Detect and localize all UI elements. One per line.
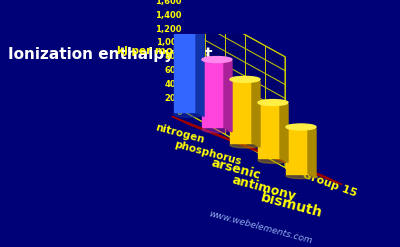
Polygon shape <box>230 77 252 143</box>
Text: 1,600: 1,600 <box>156 0 182 6</box>
Polygon shape <box>202 57 224 127</box>
Text: 1,400: 1,400 <box>156 11 182 20</box>
Polygon shape <box>172 116 342 185</box>
Polygon shape <box>308 125 316 178</box>
Ellipse shape <box>258 100 288 105</box>
Polygon shape <box>252 77 260 147</box>
Text: 800: 800 <box>165 52 182 61</box>
Ellipse shape <box>286 173 316 179</box>
Ellipse shape <box>286 124 316 130</box>
Text: 1,000: 1,000 <box>156 39 182 47</box>
Text: 600: 600 <box>165 66 182 75</box>
Ellipse shape <box>174 14 204 20</box>
Ellipse shape <box>258 157 288 163</box>
Ellipse shape <box>230 76 260 82</box>
Text: Ionization enthalpy: 1st: Ionization enthalpy: 1st <box>8 46 212 62</box>
Polygon shape <box>280 101 288 163</box>
Polygon shape <box>196 15 204 116</box>
Polygon shape <box>224 57 232 132</box>
Text: nitrogen: nitrogen <box>154 122 206 145</box>
Text: www.webelements.com: www.webelements.com <box>207 209 313 245</box>
Ellipse shape <box>230 142 260 148</box>
Polygon shape <box>174 15 196 112</box>
Polygon shape <box>258 101 280 158</box>
Polygon shape <box>185 1 285 167</box>
Text: 200: 200 <box>165 94 182 103</box>
Ellipse shape <box>202 127 232 133</box>
Text: 1,200: 1,200 <box>156 24 182 34</box>
Text: bismuth: bismuth <box>260 190 324 221</box>
Text: phosphorus: phosphorus <box>173 139 243 167</box>
Text: kJ per mol: kJ per mol <box>117 46 177 56</box>
Polygon shape <box>286 125 308 173</box>
Ellipse shape <box>202 57 232 62</box>
Text: antimony: antimony <box>230 173 298 203</box>
Text: 400: 400 <box>165 80 182 89</box>
Text: Group 15: Group 15 <box>301 170 359 199</box>
Text: arsenic: arsenic <box>210 156 262 182</box>
Text: 0: 0 <box>176 108 182 117</box>
Ellipse shape <box>174 111 204 117</box>
